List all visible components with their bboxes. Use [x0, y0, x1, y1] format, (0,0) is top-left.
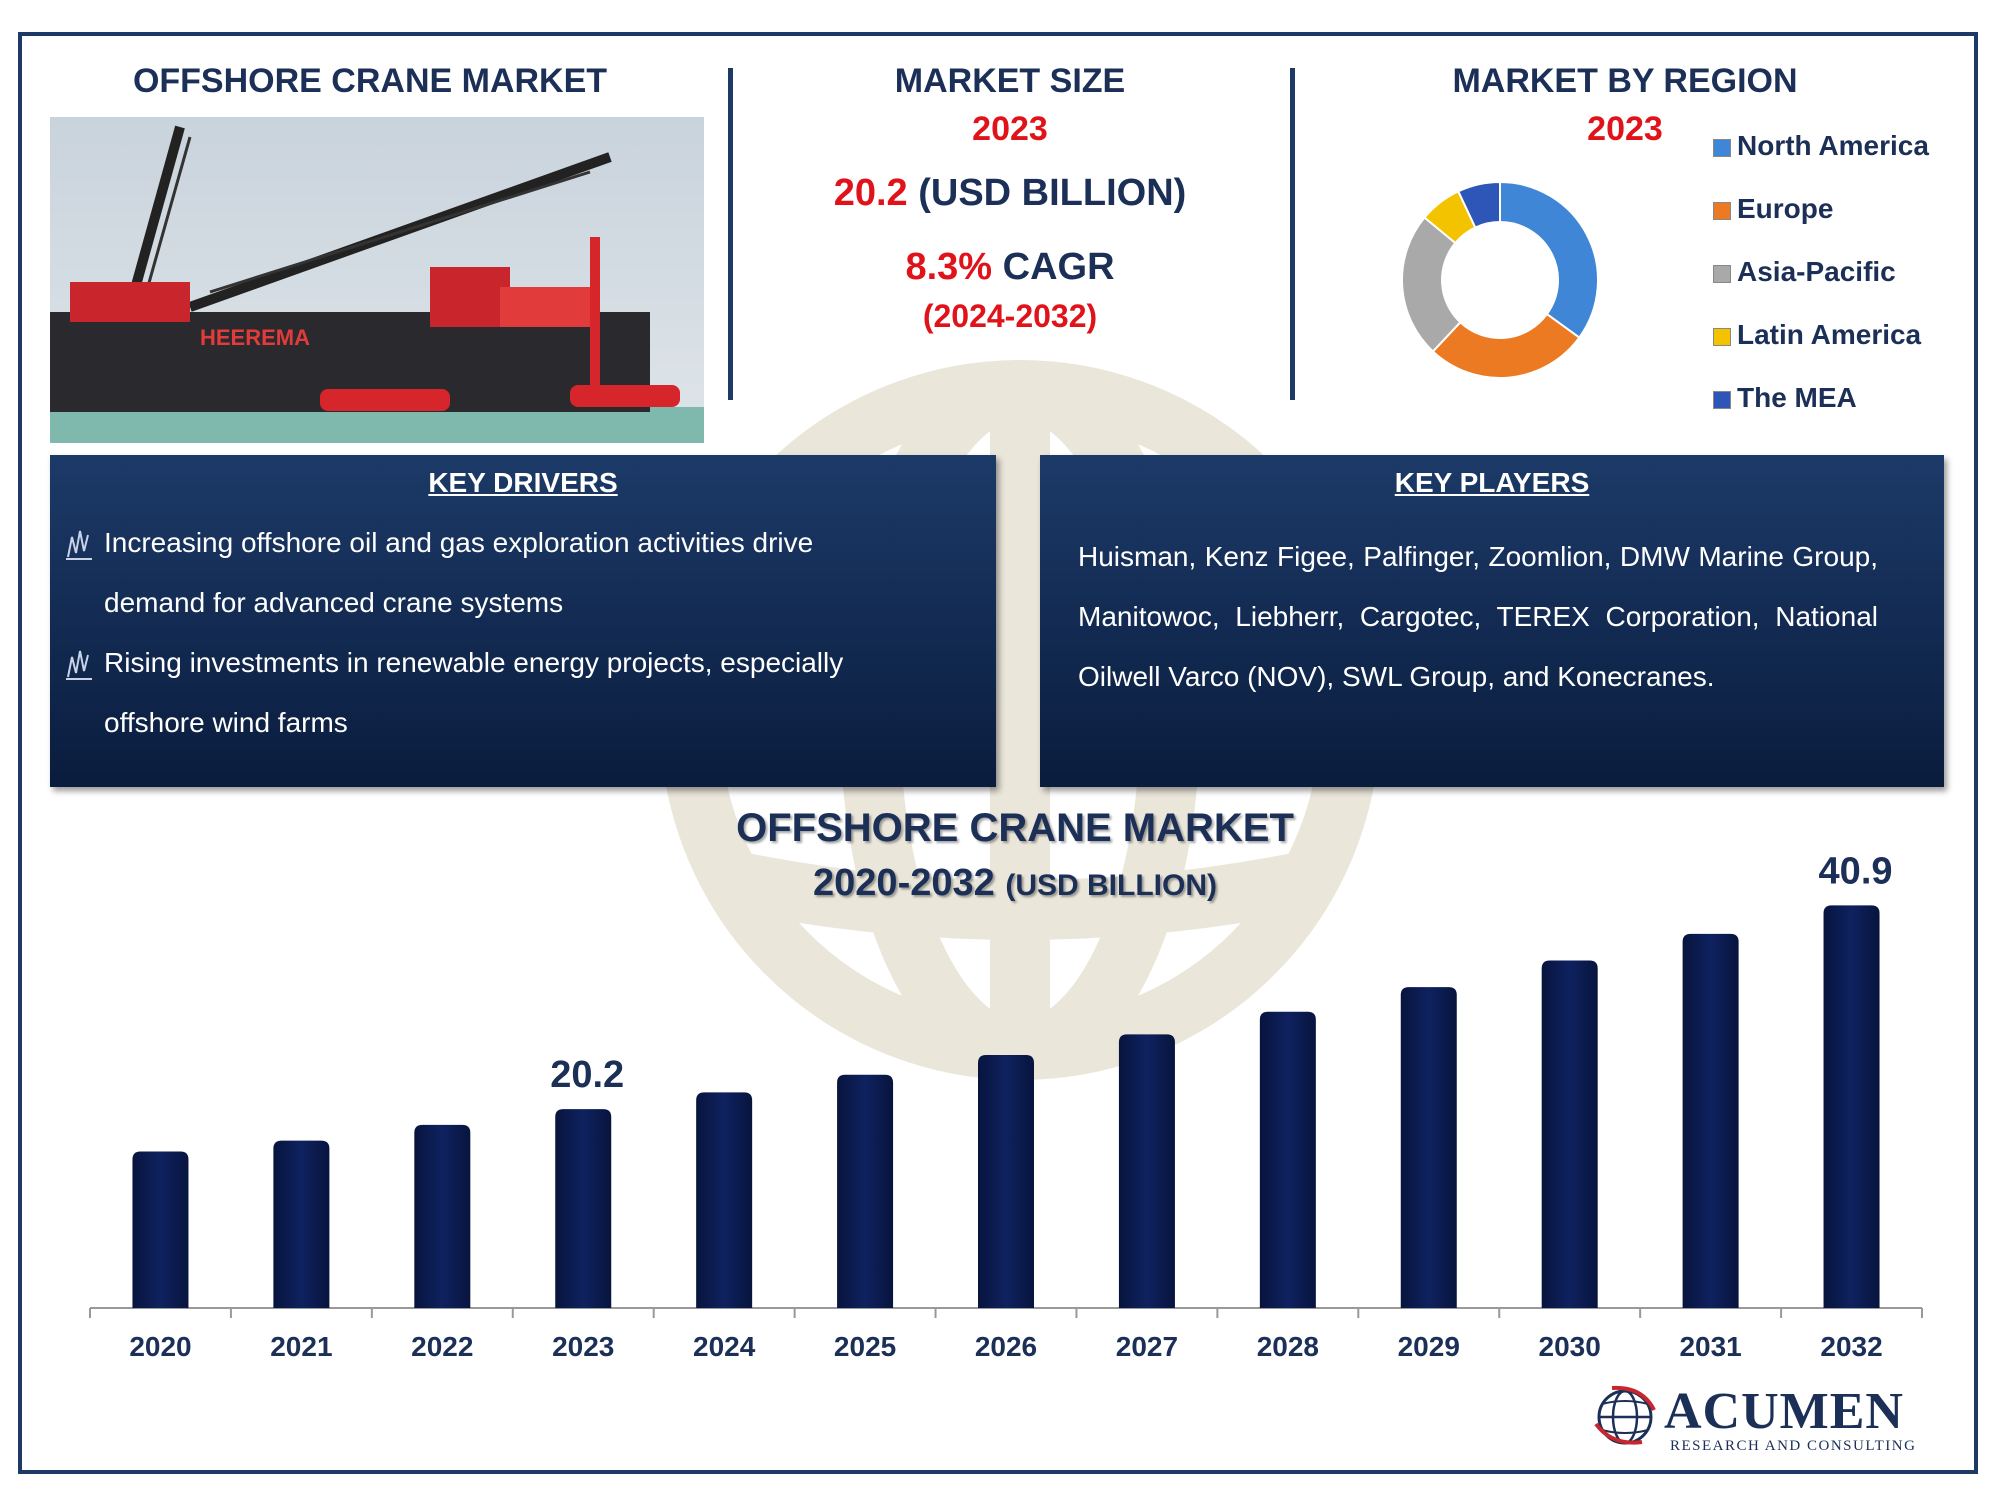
chart-bullet-icon: [66, 650, 92, 680]
legend-swatch: [1713, 201, 1731, 220]
legend-label: The MEA: [1737, 382, 1857, 413]
driver-line-1b: demand for advanced crane systems: [104, 587, 564, 618]
region-title: MARKET BY REGION: [1452, 62, 1798, 100]
legend-item-north-america: North America: [1713, 130, 1929, 162]
market-size-value: 20.2: [833, 172, 908, 214]
legend-item-latin-america: Latin America: [1713, 319, 1921, 351]
chart-title: OFFSHORE CRANE MARKET: [736, 806, 1294, 850]
key-players-title: KEY PLAYERS: [1394, 467, 1590, 498]
brand-name: ACUMEN: [1664, 1383, 1904, 1440]
legend-swatch: [1713, 327, 1731, 346]
chart-subtitle-unit: (USD BILLION): [1005, 869, 1217, 902]
chart-bullet-icon: [66, 530, 92, 560]
legend-item-asia-pacific: Asia-Pacific: [1713, 256, 1896, 288]
globe-logo-icon: [1594, 1385, 1656, 1445]
key-players-text: Huisman, Kenz Figee, Palfinger, Zoomlion…: [1078, 541, 1878, 692]
key-drivers-panel: KEY DRIVERS Increasing offshore oil and …: [50, 455, 996, 787]
cagr-line: 8.3% CAGR: [760, 246, 1260, 289]
key-drivers-title: KEY DRIVERS: [428, 467, 618, 498]
driver-item-1: Increasing offshore oil and gas explorat…: [64, 513, 813, 633]
cagr-label: CAGR: [1002, 246, 1115, 288]
brand-tagline: RESEARCH AND CONSULTING: [1670, 1438, 1917, 1454]
market-size-unit: (USD BILLION): [918, 172, 1187, 214]
legend-label: Europe: [1737, 193, 1834, 224]
legend-item-europe: Europe: [1713, 193, 1833, 225]
legend-label: North America: [1737, 130, 1929, 161]
legend-label: Asia-Pacific: [1737, 256, 1896, 287]
legend-item-the-mea: The MEA: [1713, 382, 1857, 414]
cagr-period: (2024-2032): [922, 298, 1098, 334]
divider-right: [1290, 68, 1295, 400]
ship-name: HEEREMA: [200, 325, 310, 350]
region-year: 2023: [1587, 110, 1663, 148]
legend-swatch: [1713, 264, 1731, 283]
legend-swatch: [1713, 138, 1731, 157]
donut-slice-the-mea: [1456, 180, 1501, 229]
donut-slice-europe: [1431, 312, 1581, 379]
legend-swatch: [1713, 390, 1731, 409]
left-title: OFFSHORE CRANE MARKET: [132, 62, 608, 100]
outer-frame: [18, 32, 1978, 1474]
donut-slice-north-america: [1499, 180, 1599, 340]
market-size-year: 2023: [972, 110, 1048, 148]
market-size-title: MARKET SIZE: [894, 62, 1126, 100]
cagr-value: 8.3%: [905, 246, 993, 288]
brand-logo: ACUMEN RESEARCH AND CONSULTING: [1592, 1384, 1952, 1456]
driver-item-2: Rising investments in renewable energy p…: [64, 633, 843, 753]
divider-left: [728, 68, 733, 400]
crane-ship-photo: HEEREMA: [50, 117, 704, 443]
chart-subtitle-years: 2020-2032: [813, 862, 995, 904]
chart-subtitle: 2020-2032 (USD BILLION): [550, 862, 1480, 905]
driver-line-1a: Increasing offshore oil and gas explorat…: [104, 527, 814, 558]
driver-line-2b: offshore wind farms: [104, 707, 348, 738]
driver-line-2a: Rising investments in renewable energy p…: [104, 647, 844, 678]
key-players-panel: KEY PLAYERS Huisman, Kenz Figee, Palfing…: [1040, 455, 1944, 787]
region-donut-chart: [1401, 180, 1599, 379]
market-size-value-line: 20.2 (USD BILLION): [760, 172, 1260, 215]
legend-label: Latin America: [1737, 319, 1922, 350]
